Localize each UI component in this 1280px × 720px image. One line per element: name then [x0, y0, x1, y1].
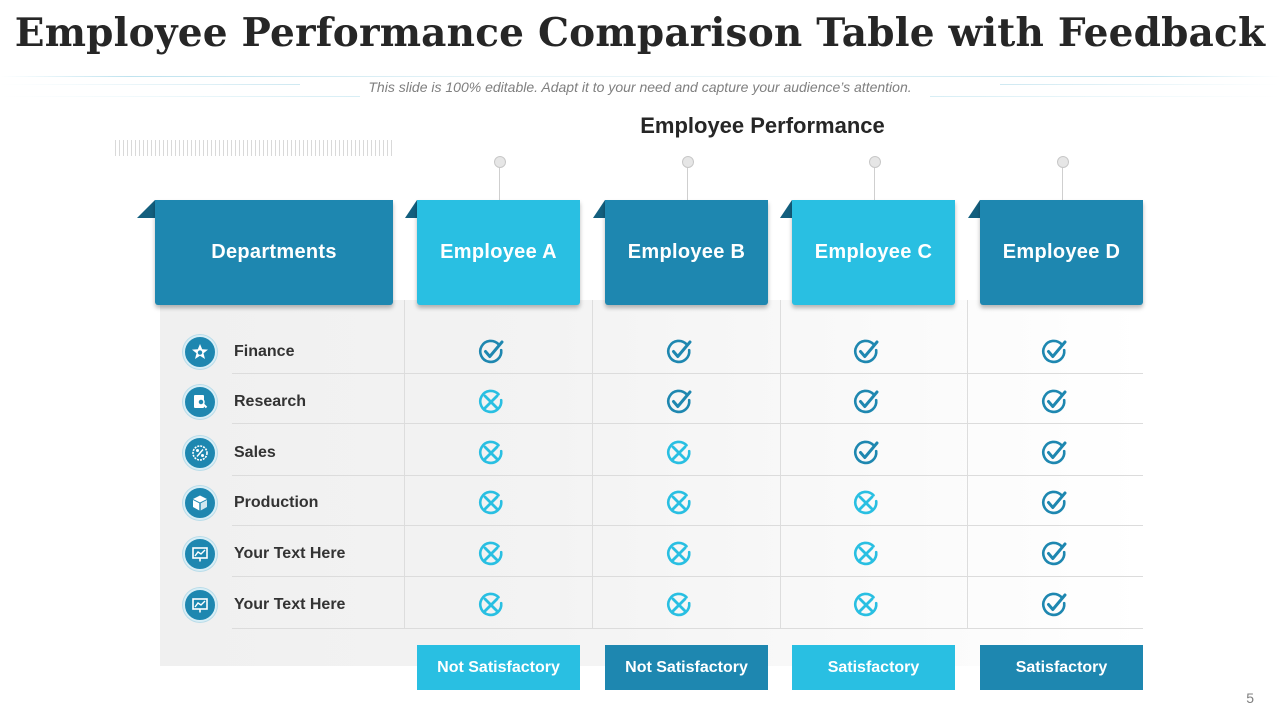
cross-icon — [852, 540, 880, 568]
research-document-icon — [183, 385, 217, 419]
header-fold — [780, 200, 792, 218]
row-separator — [232, 475, 1143, 476]
header-pin-line — [1061, 162, 1063, 200]
check-icon — [852, 388, 880, 416]
presentation-board-icon — [183, 588, 217, 622]
check-icon — [1040, 591, 1068, 619]
employee-header-label: Employee C — [814, 241, 933, 263]
cross-icon — [665, 489, 693, 517]
cross-icon — [477, 439, 505, 467]
header-pin-dot — [681, 156, 694, 168]
cross-icon — [665, 439, 693, 467]
header-fold — [593, 200, 605, 218]
department-label: Sales — [234, 444, 276, 461]
department-label: Your Text Here — [234, 596, 346, 613]
employee-header-label: Employee D — [1002, 241, 1121, 263]
check-icon — [1040, 489, 1068, 517]
employee-header-label: Employee A — [440, 241, 557, 263]
title-divider-2 — [0, 84, 300, 85]
decorative-hatch — [115, 140, 395, 156]
employee-header-d: Employee D — [980, 200, 1143, 305]
header-pin-line — [686, 162, 688, 200]
department-row-label: Production — [183, 486, 319, 520]
check-icon — [665, 338, 693, 366]
department-label: Your Text Here — [234, 545, 346, 562]
check-icon — [1040, 338, 1068, 366]
department-row-label: Your Text Here — [183, 588, 346, 622]
check-icon — [1040, 439, 1068, 467]
feedback-label: Not Satisfactory — [417, 645, 580, 690]
employee-header-c: Employee C — [792, 200, 955, 305]
slide-subtitle: This slide is 100% editable. Adapt it to… — [368, 79, 912, 95]
header-pin-dot — [868, 156, 881, 168]
departments-header-label: Departments — [211, 241, 337, 263]
department-row-label: Finance — [183, 335, 295, 369]
star-badge-icon — [183, 335, 217, 369]
presentation-board-icon — [183, 537, 217, 571]
column-separator — [404, 300, 405, 628]
header-pin-line — [873, 162, 875, 200]
feedback-label: Satisfactory — [980, 645, 1143, 690]
table-heading: Employee Performance — [640, 113, 885, 138]
page-number: 5 — [1246, 690, 1254, 706]
header-pin-dot — [1056, 156, 1069, 168]
department-row-label: Your Text Here — [183, 537, 346, 571]
title-divider-4 — [0, 96, 360, 97]
cross-icon — [665, 540, 693, 568]
title-divider-3 — [1000, 84, 1280, 85]
employee-header-a: Employee A — [417, 200, 580, 305]
percentage-tag-icon — [183, 436, 217, 470]
box-icon — [183, 486, 217, 520]
cross-icon — [477, 540, 505, 568]
cross-icon — [477, 591, 505, 619]
check-icon — [1040, 540, 1068, 568]
cross-icon — [852, 489, 880, 517]
check-icon — [665, 388, 693, 416]
row-separator — [232, 576, 1143, 577]
title-divider — [0, 76, 1280, 77]
employee-header-b: Employee B — [605, 200, 768, 305]
table-background — [160, 300, 1143, 666]
department-row-label: Sales — [183, 436, 276, 470]
feedback-label: Satisfactory — [792, 645, 955, 690]
header-fold — [968, 200, 980, 218]
department-label: Research — [234, 393, 307, 410]
cross-icon — [477, 489, 505, 517]
cross-icon — [852, 591, 880, 619]
title-divider-5 — [930, 96, 1280, 97]
department-row-label: Research — [183, 385, 307, 419]
department-label: Production — [234, 494, 319, 511]
header-fold — [137, 200, 155, 218]
check-icon — [1040, 388, 1068, 416]
feedback-label: Not Satisfactory — [605, 645, 768, 690]
cross-icon — [477, 388, 505, 416]
header-fold — [405, 200, 417, 218]
column-separator — [592, 300, 593, 628]
column-separator — [780, 300, 781, 628]
cross-icon — [665, 591, 693, 619]
check-icon — [852, 439, 880, 467]
header-pin-line — [498, 162, 500, 200]
check-icon — [477, 338, 505, 366]
row-separator — [232, 423, 1143, 424]
column-separator — [967, 300, 968, 628]
department-label: Finance — [234, 343, 295, 360]
header-pin-dot — [493, 156, 506, 168]
slide-title: Employee Performance Comparison Table wi… — [14, 10, 1266, 56]
departments-header: Departments — [155, 200, 393, 305]
employee-header-label: Employee B — [627, 241, 746, 263]
row-separator — [232, 373, 1143, 374]
check-icon — [852, 338, 880, 366]
row-separator — [232, 628, 1143, 629]
row-separator — [232, 525, 1143, 526]
